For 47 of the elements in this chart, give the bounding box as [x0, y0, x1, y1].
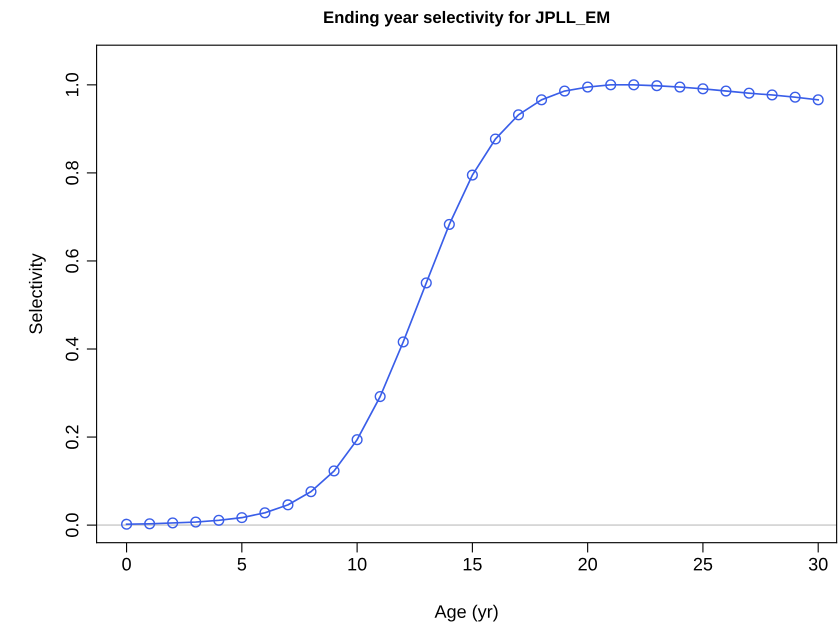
point	[512, 109, 524, 120]
point	[352, 434, 363, 446]
x-tick-label: 20	[578, 558, 597, 571]
point	[121, 518, 132, 530]
point	[328, 465, 340, 477]
point	[720, 85, 732, 97]
y-tick-label: 0.0	[66, 513, 78, 537]
x-tick-label: 25	[694, 558, 712, 571]
point	[444, 218, 455, 230]
point	[651, 80, 662, 92]
y-tick-label: 0.8	[66, 161, 78, 185]
point	[559, 85, 570, 97]
point	[605, 79, 616, 90]
y-tick-label: 1.0	[66, 73, 78, 96]
chart-title: Ending year selectivity for JPLL_EM	[324, 10, 610, 27]
point	[674, 81, 686, 93]
x-axis-title: Age (yr)	[434, 604, 498, 622]
x-tick-label: 10	[348, 558, 366, 571]
point	[398, 336, 409, 348]
point	[305, 486, 317, 498]
x-tick-label: 5	[238, 558, 246, 571]
point	[420, 277, 432, 289]
point	[374, 391, 386, 402]
point	[790, 92, 801, 103]
point	[628, 79, 640, 90]
point	[259, 507, 270, 518]
point	[282, 499, 294, 510]
point	[582, 81, 594, 93]
point	[490, 133, 501, 145]
point	[466, 170, 478, 181]
point	[190, 516, 202, 528]
point	[213, 514, 224, 526]
y-tick-label: 0.2	[66, 425, 78, 449]
y-tick-label: 0.6	[66, 249, 78, 273]
point	[144, 518, 156, 530]
point	[236, 512, 248, 524]
x-tick-label: 15	[464, 558, 482, 571]
point	[812, 94, 824, 106]
y-tick-label: 0.4	[66, 336, 78, 361]
point	[697, 83, 708, 94]
point	[743, 88, 755, 99]
x-tick-label: 0	[122, 558, 131, 571]
y-axis-title: Selectivity	[28, 253, 46, 334]
point	[766, 89, 778, 101]
x-tick-label: 30	[808, 558, 828, 571]
point	[536, 94, 548, 106]
point	[167, 517, 178, 528]
